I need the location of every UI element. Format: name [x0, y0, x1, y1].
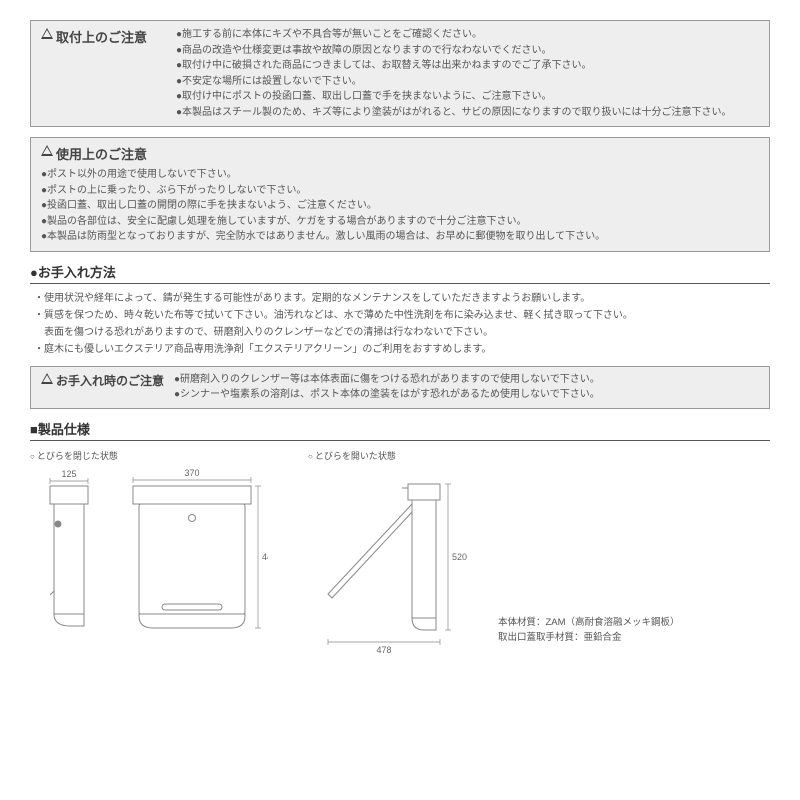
caution-install-items: ●施工する前に本体にキズや不具合等が無いことをご確認ください。 ●商品の改造や仕…: [176, 27, 759, 120]
warning-icon: [41, 373, 53, 384]
spec-materials: 本体材質：ZAM（高耐食溶融メッキ鋼板） 取出口蓋取手材質：亜鉛合金: [498, 615, 680, 645]
diagram-open-side: 520 478: [308, 466, 478, 666]
maintenance-title: ●お手入れ方法: [30, 262, 770, 284]
caution-usage-title: 使用上のご注意: [41, 144, 176, 163]
svg-text:125: 125: [61, 469, 76, 479]
warning-icon: [41, 28, 53, 39]
caution-usage-items: ●ポスト以外の用途で使用しないで下さい。 ●ポストの上に乗ったり、ぶら下がったり…: [41, 167, 759, 245]
caution-maintenance-items: ●研磨剤入りのクレンザー等は本体表面に傷をつける恐れがありますので使用しないで下…: [174, 372, 759, 403]
diagram-closed-front: 370 445: [118, 466, 268, 656]
warning-icon: [41, 145, 53, 156]
caution-install-title: 取付上のご注意: [41, 27, 176, 120]
spec-title: ■製品仕様: [30, 419, 770, 441]
label-closed: とびらを閉じた状態: [30, 449, 268, 462]
svg-text:370: 370: [184, 468, 199, 478]
diagram-closed-side: 125: [30, 466, 100, 646]
svg-text:478: 478: [376, 645, 391, 655]
spec-diagrams: とびらを閉じた状態 125: [30, 449, 770, 666]
caution-maintenance: お手入れ時のご注意 ●研磨剤入りのクレンザー等は本体表面に傷をつける恐れがありま…: [30, 366, 770, 409]
caution-install: 取付上のご注意 ●施工する前に本体にキズや不具合等が無いことをご確認ください。 …: [30, 20, 770, 127]
maintenance-text: ・使用状況や経年によって、錆が発生する可能性があります。定期的なメンテナンスをし…: [34, 290, 770, 358]
caution-usage: 使用上のご注意 ●ポスト以外の用途で使用しないで下さい。 ●ポストの上に乗ったり…: [30, 137, 770, 252]
label-open: とびらを開いた状態: [308, 449, 478, 462]
caution-maintenance-title: お手入れ時のご注意: [41, 372, 164, 403]
svg-text:445: 445: [262, 552, 268, 562]
svg-text:520: 520: [452, 552, 467, 562]
